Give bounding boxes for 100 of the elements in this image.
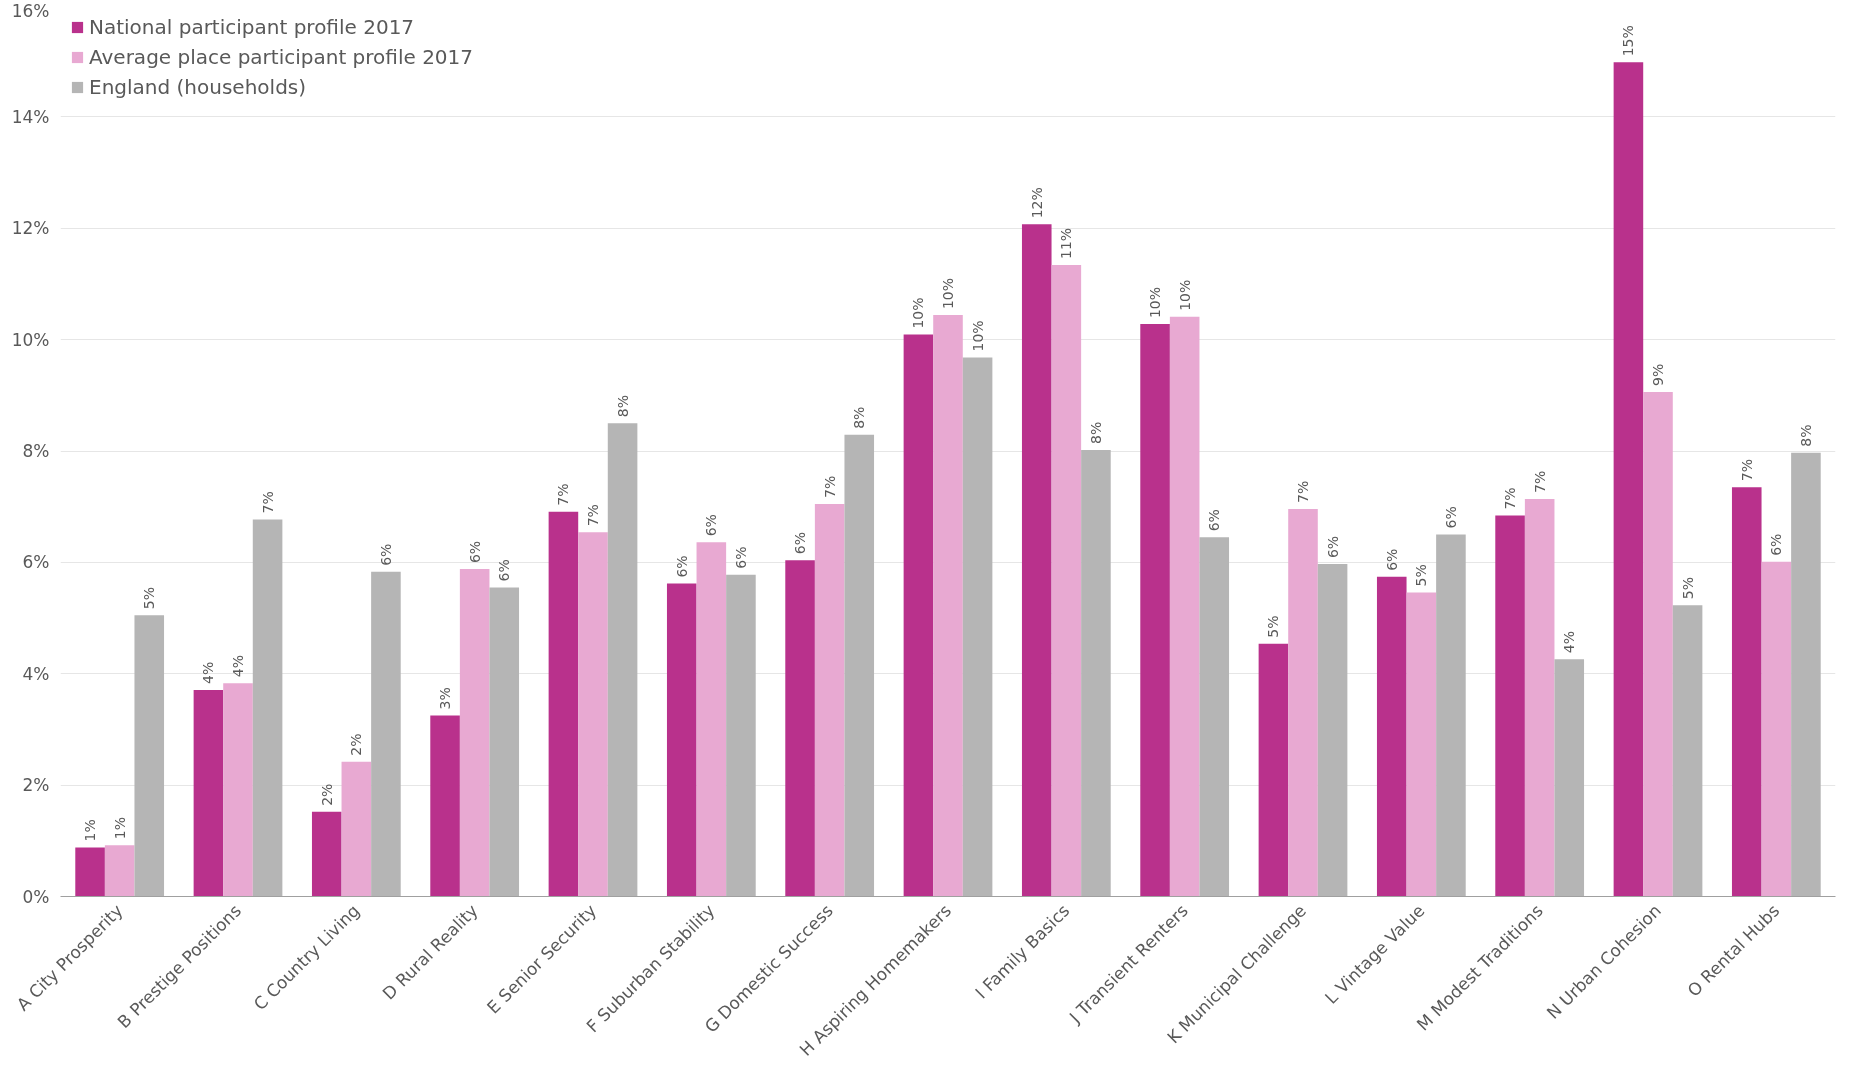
y-tick-label: 16%	[11, 0, 50, 21]
bar	[814, 503, 845, 897]
y-tick-label: 10%	[11, 329, 50, 350]
legend-label: England (households)	[89, 75, 307, 99]
data-label: 6%	[466, 540, 483, 564]
bar	[1081, 449, 1111, 897]
data-label: 7%	[1502, 487, 1519, 510]
y-tick-label: 14%	[11, 106, 50, 127]
data-label: 7%	[821, 475, 838, 498]
data-label: 3%	[437, 687, 454, 710]
data-label: 4%	[230, 655, 246, 678]
data-label: 1%	[82, 819, 99, 842]
data-label: 6%	[1383, 548, 1400, 571]
data-label: 7%	[1738, 458, 1755, 482]
data-label: 6%	[732, 546, 749, 569]
bar	[1376, 576, 1407, 897]
data-label: 6%	[703, 514, 720, 537]
y-tick-label: 12%	[11, 218, 50, 239]
data-label: 7%	[585, 504, 601, 527]
bar	[459, 569, 490, 897]
bar	[607, 423, 638, 897]
data-label: 10%	[940, 278, 956, 310]
bar	[75, 847, 105, 897]
bar	[903, 334, 934, 897]
data-label: 6%	[377, 543, 394, 566]
bar	[1140, 324, 1170, 897]
data-label: 4%	[200, 661, 217, 684]
data-label: 6%	[673, 555, 690, 578]
data-label: 5%	[1413, 564, 1430, 587]
bar	[696, 542, 727, 897]
data-label: 10%	[910, 297, 927, 329]
data-label: 6%	[496, 559, 513, 582]
data-label: 5%	[1265, 615, 1282, 638]
bar	[371, 571, 401, 897]
bar	[1436, 534, 1466, 897]
bar	[1761, 561, 1792, 897]
bar	[844, 434, 875, 897]
bar	[1524, 498, 1555, 897]
bar	[1554, 659, 1585, 897]
bar	[252, 519, 283, 897]
bar	[1317, 564, 1348, 897]
bar	[1021, 224, 1052, 897]
bar	[962, 357, 993, 897]
bar	[1406, 592, 1437, 897]
data-label: 11%	[1058, 227, 1075, 259]
bar	[1495, 515, 1525, 897]
bar	[666, 583, 697, 897]
data-label: 6%	[1324, 535, 1341, 559]
data-label: 5%	[141, 587, 158, 610]
bar	[1613, 62, 1644, 897]
bar	[1169, 316, 1200, 897]
data-label: 10%	[1147, 286, 1164, 319]
y-tick-label: 4%	[22, 663, 50, 684]
bar	[548, 511, 579, 897]
data-label: 6%	[1206, 509, 1223, 532]
data-label: 7%	[1295, 480, 1311, 503]
bar	[1051, 265, 1082, 897]
data-label: 8%	[1087, 421, 1104, 444]
data-label: 4%	[1561, 631, 1578, 654]
data-label: 8%	[1797, 424, 1814, 447]
data-label: 6%	[792, 531, 809, 555]
data-label: 2%	[348, 733, 365, 756]
bar	[785, 560, 815, 897]
data-label: 1%	[111, 817, 128, 840]
legend-label: National participant profile 2017	[89, 15, 415, 39]
data-label: 6%	[1768, 533, 1785, 556]
data-label: 2%	[318, 783, 335, 806]
bar	[1791, 452, 1821, 897]
data-label: 8%	[614, 394, 631, 418]
bar	[1672, 605, 1703, 897]
bar	[134, 615, 165, 897]
data-label: 6%	[1442, 506, 1459, 529]
data-label: 8%	[851, 406, 868, 429]
bar	[726, 574, 756, 897]
data-label: 10%	[969, 320, 986, 352]
bar	[489, 587, 520, 897]
bar	[933, 315, 963, 897]
bar	[1199, 537, 1230, 897]
data-label: 12%	[1028, 187, 1045, 219]
y-tick-label: 8%	[22, 441, 50, 461]
bar	[430, 715, 460, 897]
data-label: 5%	[1679, 577, 1696, 600]
bar	[193, 689, 224, 897]
legend-label: Average place participant profile 2017	[89, 45, 474, 69]
bar	[311, 811, 342, 897]
y-tick-label: 6%	[22, 552, 50, 573]
data-label: 7%	[555, 483, 572, 506]
data-label: 7%	[1531, 470, 1548, 493]
y-tick-label: 0%	[22, 886, 50, 907]
bar	[341, 761, 372, 897]
data-label: 7%	[259, 491, 276, 514]
bar	[1288, 508, 1318, 897]
bar	[1643, 391, 1673, 897]
y-tick-label: 2%	[22, 775, 50, 796]
bar	[223, 683, 253, 897]
data-label: 10%	[1176, 279, 1193, 311]
bar	[1258, 643, 1289, 897]
bar	[578, 532, 608, 897]
data-label: 15%	[1620, 25, 1637, 57]
data-label: 9%	[1650, 363, 1666, 386]
